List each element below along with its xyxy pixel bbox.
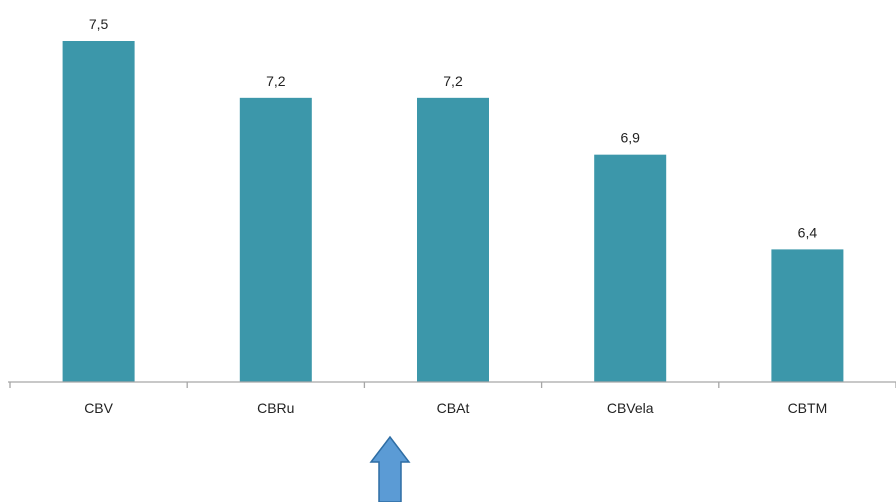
bars-layer (62, 41, 844, 382)
labels-layer: 7,5 7,2 7,2 6,9 6,4 (89, 16, 817, 240)
bar-cbvela (594, 154, 667, 382)
bar-cbat (417, 97, 489, 382)
bar-value-label: 7,2 (443, 73, 463, 89)
up-arrow-icon (369, 435, 411, 502)
bar-value-label: 7,5 (89, 16, 109, 32)
category-label: CBVela (607, 400, 654, 416)
bar-cbtm (771, 249, 844, 382)
category-label: CBRu (257, 400, 294, 416)
bar-cbru (239, 97, 312, 382)
bar-value-label: 6,9 (620, 130, 640, 146)
bar-value-label: 7,2 (266, 73, 286, 89)
category-label: CBTM (788, 400, 828, 416)
bar-cbv (62, 41, 135, 382)
category-label: CBV (84, 400, 113, 416)
bar-value-label: 6,4 (798, 224, 818, 240)
category-label: CBAt (437, 400, 470, 416)
category-labels: CBV CBRu CBAt CBVela CBTM (84, 400, 827, 416)
x-axis-ticks (9, 382, 896, 388)
